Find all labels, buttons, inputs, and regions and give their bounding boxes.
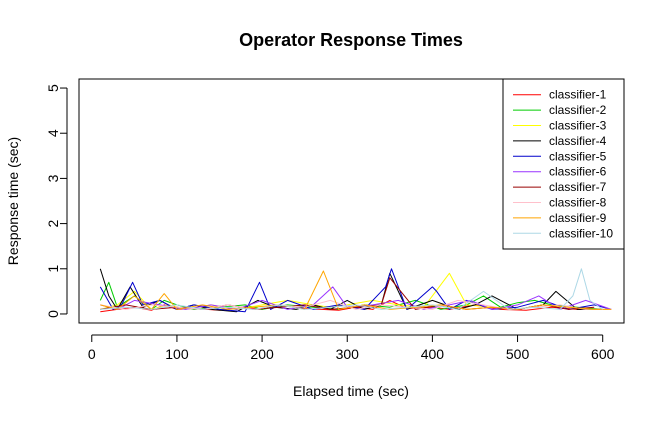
x-axis: 0 100 200 300 400 500 600 bbox=[88, 334, 615, 362]
legend-label: classifier-5 bbox=[549, 149, 607, 163]
x-tick-label: 600 bbox=[591, 346, 615, 362]
series-line-classifier-5 bbox=[99, 268, 612, 313]
y-axis-label: Response time (sec) bbox=[5, 137, 21, 265]
series-line-classifier-6 bbox=[100, 286, 612, 310]
y-axis: 0 1 2 3 4 5 bbox=[45, 84, 68, 318]
y-tick-label: 1 bbox=[45, 265, 61, 273]
series-line-classifier-10 bbox=[100, 268, 603, 310]
x-tick-label: 300 bbox=[336, 346, 360, 362]
y-tick-label: 4 bbox=[45, 129, 61, 137]
x-tick-label: 400 bbox=[421, 346, 445, 362]
legend-label: classifier-8 bbox=[549, 196, 607, 210]
y-tick-label: 0 bbox=[45, 310, 61, 318]
x-axis-label: Elapsed time (sec) bbox=[293, 383, 409, 399]
chart-title: Operator Response Times bbox=[239, 30, 463, 50]
legend-label: classifier-4 bbox=[549, 134, 607, 148]
y-tick-label: 5 bbox=[45, 84, 61, 92]
legend-label: classifier-2 bbox=[549, 103, 607, 117]
legend: classifier-1classifier-2classifier-3clas… bbox=[502, 78, 625, 250]
legend-label: classifier-9 bbox=[549, 211, 607, 225]
legend-label: classifier-6 bbox=[549, 165, 607, 179]
legend-label: classifier-3 bbox=[549, 119, 607, 133]
x-tick-label: 0 bbox=[88, 346, 96, 362]
x-tick-label: 200 bbox=[250, 346, 274, 362]
x-tick-label: 100 bbox=[165, 346, 189, 362]
legend-label: classifier-10 bbox=[549, 226, 613, 240]
y-tick-label: 2 bbox=[45, 219, 61, 227]
legend-box bbox=[502, 78, 625, 250]
legend-label: classifier-7 bbox=[549, 180, 607, 194]
x-tick-label: 500 bbox=[506, 346, 530, 362]
legend-label: classifier-1 bbox=[549, 88, 607, 102]
y-tick-label: 3 bbox=[45, 174, 61, 182]
series-layer bbox=[99, 268, 612, 313]
